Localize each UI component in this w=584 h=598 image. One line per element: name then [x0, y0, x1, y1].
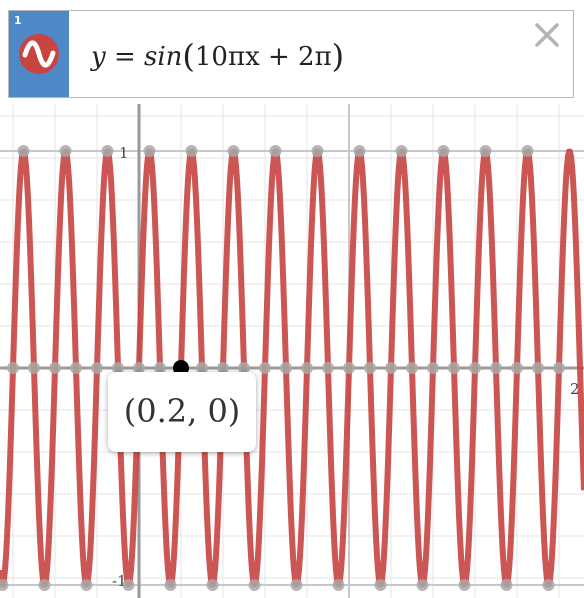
curve-point-marker	[70, 362, 82, 374]
curve-point-marker	[395, 145, 408, 157]
curve-point-marker	[143, 145, 156, 157]
curve-point-marker	[7, 362, 19, 374]
curve-point-marker	[80, 579, 93, 591]
curve-point-marker	[185, 145, 198, 157]
point-markers	[0, 145, 565, 591]
curve-point-marker	[479, 145, 492, 157]
curve-point-marker	[196, 362, 208, 374]
curve-point-marker	[353, 145, 366, 157]
curve-point-marker	[511, 362, 523, 374]
curve-point-marker	[301, 362, 313, 374]
curve-point-marker	[406, 362, 418, 374]
curve-point-marker	[332, 579, 345, 591]
coordinate-label: (0.2, 0)	[123, 392, 241, 430]
curve-point-marker	[385, 362, 397, 374]
curve-point-marker	[227, 145, 240, 157]
curve-point-marker	[49, 362, 61, 374]
curve-point-marker	[133, 362, 145, 374]
curve-point-marker	[206, 579, 219, 591]
curve-point-marker	[416, 579, 429, 591]
curve-point-marker	[311, 145, 324, 157]
curve-point-marker	[164, 579, 177, 591]
expression-input[interactable]: y = sin(10πx + 2π)	[91, 37, 345, 75]
curve-point-marker	[469, 362, 481, 374]
curve-point-marker	[38, 579, 51, 591]
coordinate-tooltip: (0.2, 0)	[108, 372, 256, 452]
expression-row[interactable]: 1 y = sin(10πx + 2π)	[8, 10, 574, 98]
curve-point-marker	[364, 362, 376, 374]
tick-label-x2: 2	[570, 380, 580, 398]
curve-point-marker	[322, 362, 334, 374]
curve-point-marker	[290, 579, 303, 591]
curve-point-marker	[28, 362, 40, 374]
curve-point-marker	[500, 579, 513, 591]
graph-canvas[interactable]: 1 -1 0 2	[0, 104, 584, 598]
curve-point-marker	[437, 145, 450, 157]
curve-point-marker	[458, 579, 471, 591]
formula-argument: 10πx + 2π	[194, 42, 332, 72]
curve-point-marker	[112, 362, 124, 374]
formula-lhs: y = sin	[91, 42, 183, 72]
curve-point-marker	[542, 579, 555, 591]
curve-point-marker	[553, 362, 565, 374]
curve-point-marker	[238, 362, 250, 374]
curve-point-marker	[532, 362, 544, 374]
graph-area[interactable]: 1 -1 0 2 (0.2, 0)	[0, 104, 584, 598]
curve-point-marker	[343, 362, 355, 374]
tick-label-y1: 1	[119, 144, 129, 162]
curve-point-marker	[427, 362, 439, 374]
curve-point-marker	[374, 579, 387, 591]
expression-index: 1	[14, 14, 22, 27]
curve-point-marker	[269, 145, 282, 157]
curve-point-marker	[91, 362, 103, 374]
curve-point-marker	[59, 145, 72, 157]
curve-point-marker	[490, 362, 502, 374]
curve-point-marker	[217, 362, 229, 374]
curve-point-marker	[448, 362, 460, 374]
curve-point-marker	[122, 579, 135, 591]
curve-point-marker	[0, 579, 9, 591]
curve-point-marker	[17, 145, 30, 157]
expression-tab[interactable]: 1	[9, 11, 69, 97]
curve-point-marker	[154, 362, 166, 374]
curve-point-marker	[248, 579, 261, 591]
curve-point-marker	[280, 362, 292, 374]
curve-point-marker	[521, 145, 534, 157]
sine-wave-icon[interactable]	[18, 33, 60, 75]
curve-point-marker	[259, 362, 271, 374]
close-icon[interactable]	[533, 21, 561, 49]
curve-point-marker	[101, 145, 114, 157]
